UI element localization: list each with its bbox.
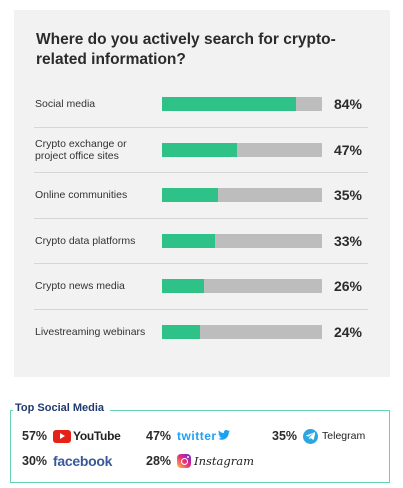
bar-row: Crypto data platforms 33% [34,219,368,264]
bar-track [162,142,322,157]
bar-label: Crypto exchange or project office sites [35,137,127,162]
twitter-bird-icon [217,429,230,443]
social-item-facebook: 30% facebook [22,452,112,470]
twitter-percent: 47% [146,429,172,443]
bar-label: Crypto news media [35,280,125,293]
youtube-percent: 57% [22,429,48,443]
bar-rows: Social media 84% Crypto exchange or projec… [34,82,368,355]
bar-label: Social media [35,98,96,111]
bar [162,233,215,248]
bar-label: Livestreaming webinars [35,326,146,339]
bar-value-label: 84% [333,96,362,113]
telegram-logo-text: Telegram [322,430,366,442]
chart-title: Where do you actively search for crypto-… [36,31,336,68]
bar-row: Online communities 35% [34,173,368,219]
social-item-youtube: 57% YouTube [22,427,121,445]
facebook-percent: 30% [22,454,48,468]
bar [162,142,238,157]
instagram-icon [177,454,192,468]
bar [162,97,297,112]
bar-row: Livestreaming webinars 24% [34,310,368,356]
social-item-instagram: 28% Instagram [146,452,254,470]
bar [162,325,201,340]
bar-value-label: 26% [333,278,362,295]
instagram-logo-text: Instagram [194,454,254,468]
facebook-logo-text: facebook [53,453,113,469]
bar [162,279,204,294]
bar-row: Crypto news media 26% [34,264,368,310]
instagram-percent: 28% [146,454,172,468]
bar-row: Social media 84% [34,82,368,128]
bar-row: Crypto exchange or project office sites 4… [34,128,368,173]
youtube-icon [53,429,72,443]
bar-track [162,97,322,112]
twitter-logo-text: twitter [177,429,217,443]
bar-track [162,325,322,340]
chart-panel: Where do you actively search for crypto-… [14,10,390,377]
social-item-twitter: 47% twitter [146,427,230,445]
bar-track [162,279,322,294]
bar-label: Crypto data platforms [35,234,136,247]
bar [162,188,218,203]
telegram-percent: 35% [272,429,298,443]
bar-value-label: 47% [333,141,362,158]
bar-value-label: 35% [333,187,362,204]
top-social-media-box [10,410,390,483]
telegram-icon [303,428,319,444]
bar-value-label: 24% [333,324,362,341]
bar-track [162,233,322,248]
bar-label: Online communities [35,189,128,202]
top-social-media-title: Top Social Media [13,402,111,414]
youtube-logo-text: YouTube [73,429,121,443]
bar-track [162,188,322,203]
social-item-telegram: 35% Telegram [272,427,365,445]
bar-value-label: 33% [333,232,362,249]
